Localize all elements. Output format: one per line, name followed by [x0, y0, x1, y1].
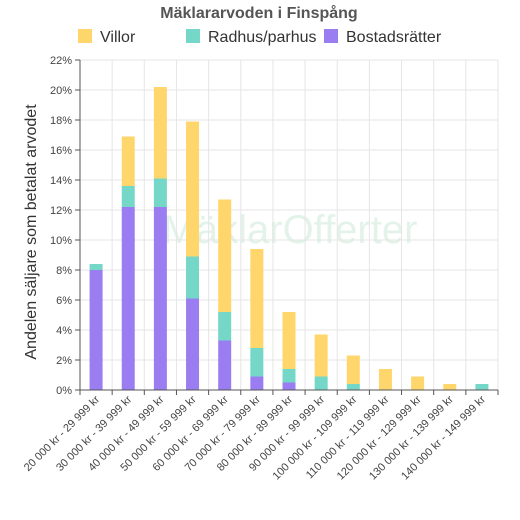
watermark-text: MäklarOfferter: [163, 208, 418, 252]
bar-bostadsrätter-1: [89, 270, 103, 390]
bar-bostadsrätter-3: [153, 207, 167, 390]
bar-bostadsrätter-6: [250, 376, 264, 390]
legend-item-bostadsrätter: Bostadsrätter: [324, 29, 442, 46]
legend-swatch: [186, 29, 200, 43]
bar-radhus-parhus-9: [346, 384, 360, 390]
bar-villor-4: [186, 121, 200, 257]
legend-label: Bostadsrätter: [346, 29, 442, 46]
bar-radhus-parhus-8: [314, 376, 328, 390]
y-tick-label: 6%: [56, 295, 72, 307]
bar-villor-10: [378, 369, 392, 390]
bar-villor-2: [121, 136, 135, 186]
legend-swatch: [78, 29, 92, 43]
y-tick-label: 8%: [56, 265, 72, 277]
y-tick-label: 20%: [50, 85, 72, 97]
bar-radhus-parhus-6: [250, 348, 264, 377]
bar-radhus-parhus-5: [218, 312, 232, 341]
bar-villor-12: [443, 384, 457, 390]
y-tick-label: 10%: [50, 235, 72, 247]
y-tick-label: 12%: [50, 205, 72, 217]
bar-villor-6: [250, 249, 264, 348]
chart-title: Mäklararvoden i Finspång: [160, 4, 357, 22]
bar-radhus-parhus-2: [121, 186, 135, 207]
bar-bostadsrätter-4: [186, 298, 200, 390]
bar-bostadsrätter-5: [218, 340, 232, 390]
legend: Villor Radhus/parhus Bostadsrätter: [78, 29, 442, 46]
y-tick-label: 22%: [50, 55, 72, 67]
legend-item-radhus-parhus: Radhus/parhus: [186, 29, 317, 46]
legend-item-villor: Villor: [78, 29, 136, 46]
bar-villor-7: [282, 312, 296, 369]
bar-villor-11: [411, 376, 425, 390]
y-tick-label: 0%: [56, 385, 72, 397]
bar-bostadsrätter-7: [282, 382, 296, 390]
bar-villor-5: [218, 199, 232, 312]
y-tick-label: 16%: [50, 145, 72, 157]
bar-villor-9: [346, 355, 360, 384]
y-axis-label: Andelen säljare som betalat arvodet: [23, 104, 40, 360]
legend-label: Villor: [100, 29, 136, 46]
bar-radhus-parhus-7: [282, 369, 296, 383]
y-tick-label: 4%: [56, 325, 72, 337]
y-tick-label: 18%: [50, 115, 72, 127]
legend-swatch: [324, 29, 338, 43]
bar-radhus-parhus-4: [186, 256, 200, 299]
legend-label: Radhus/parhus: [208, 29, 317, 46]
plot-area: MäklarOfferter 0% 2% 4% 6% 8% 10% 12% 14% 16% 18% 2…: [22, 55, 499, 483]
bar-radhus-parhus-3: [153, 178, 167, 207]
y-tick-label: 14%: [50, 175, 72, 187]
bar-radhus-parhus-1: [89, 264, 103, 270]
bar-villor-8: [314, 334, 328, 377]
y-tick-label: 2%: [56, 355, 72, 367]
bar-bostadsrätter-2: [121, 207, 135, 390]
bar-villor-3: [153, 87, 167, 179]
bar-radhus-parhus-13: [475, 384, 489, 390]
